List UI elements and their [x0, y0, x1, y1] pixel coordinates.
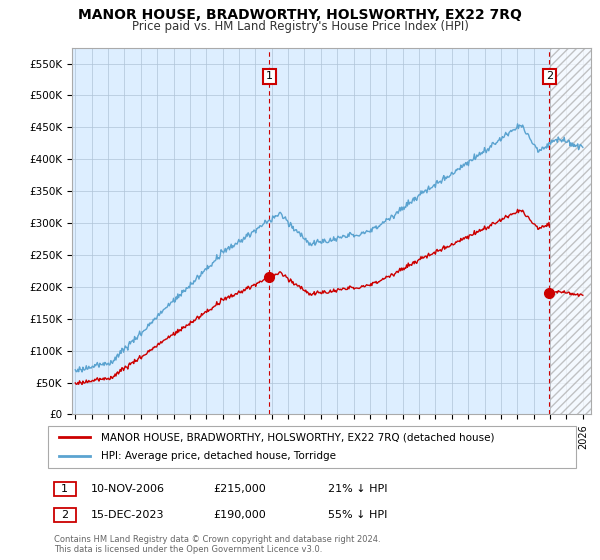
Text: £190,000: £190,000 — [214, 510, 266, 520]
FancyBboxPatch shape — [48, 426, 576, 468]
Text: £215,000: £215,000 — [214, 484, 266, 493]
Text: 15-DEC-2023: 15-DEC-2023 — [91, 510, 164, 520]
Text: HPI: Average price, detached house, Torridge: HPI: Average price, detached house, Torr… — [101, 451, 336, 461]
Text: MANOR HOUSE, BRADWORTHY, HOLSWORTHY, EX22 7RQ (detached house): MANOR HOUSE, BRADWORTHY, HOLSWORTHY, EX2… — [101, 432, 494, 442]
Text: 1: 1 — [61, 484, 68, 493]
Text: 2: 2 — [546, 71, 553, 81]
Bar — [550, 48, 591, 414]
FancyBboxPatch shape — [54, 508, 76, 522]
Text: 2: 2 — [61, 510, 68, 520]
Text: 21% ↓ HPI: 21% ↓ HPI — [328, 484, 387, 493]
Text: 55% ↓ HPI: 55% ↓ HPI — [328, 510, 387, 520]
Text: 1: 1 — [266, 71, 273, 81]
Text: MANOR HOUSE, BRADWORTHY, HOLSWORTHY, EX22 7RQ: MANOR HOUSE, BRADWORTHY, HOLSWORTHY, EX2… — [78, 8, 522, 22]
Text: Price paid vs. HM Land Registry's House Price Index (HPI): Price paid vs. HM Land Registry's House … — [131, 20, 469, 32]
FancyBboxPatch shape — [54, 482, 76, 496]
Text: Contains HM Land Registry data © Crown copyright and database right 2024.
This d: Contains HM Land Registry data © Crown c… — [54, 535, 380, 554]
Text: 10-NOV-2006: 10-NOV-2006 — [91, 484, 164, 493]
